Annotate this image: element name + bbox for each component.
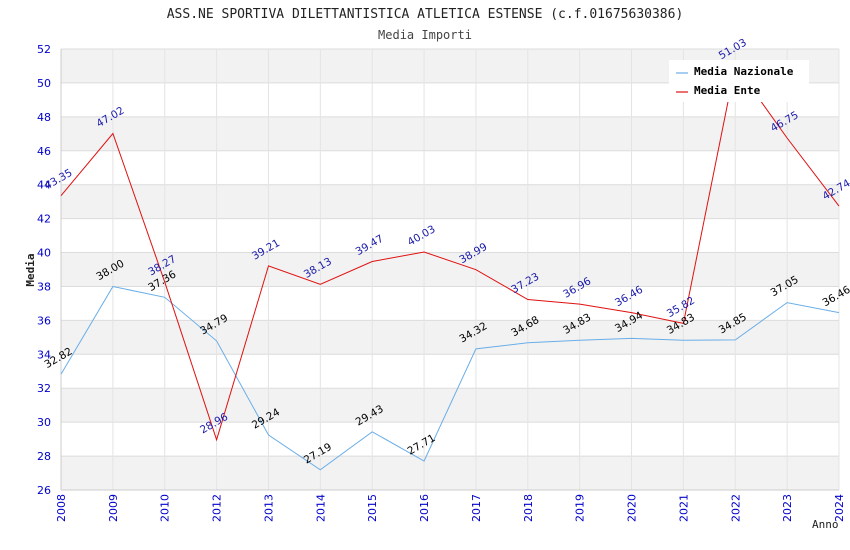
x-tick-label: 2017 (470, 494, 483, 522)
x-tick-label: 2010 (159, 494, 172, 522)
x-tick-label: 2021 (677, 494, 690, 522)
data-label-ente: 40.03 (406, 223, 438, 248)
x-tick-label: 2014 (314, 494, 327, 522)
plot-band (61, 456, 839, 490)
legend-box (669, 60, 809, 102)
plot-band (61, 252, 839, 287)
x-tick-label: 2018 (522, 494, 535, 522)
y-tick-label: 44 (37, 179, 51, 192)
axes (60, 49, 839, 491)
y-tick-label: 38 (37, 280, 51, 293)
y-tick-label: 48 (37, 111, 51, 124)
data-label-nazionale: 27.71 (406, 432, 438, 457)
x-tick-label: 2013 (262, 494, 275, 522)
plot-band (61, 116, 839, 151)
y-axis-label: Media (24, 253, 37, 286)
y-tick-label: 26 (37, 484, 51, 497)
chart-title: ASS.NE SPORTIVA DILETTANTISTICA ATLETICA… (167, 7, 684, 22)
y-tick-label: 50 (37, 77, 51, 90)
legend: Media Nazionale Media Ente (669, 60, 809, 102)
x-tick-label: 2024 (833, 494, 846, 522)
y-tick-label: 32 (37, 382, 51, 395)
data-label-ente: 36.46 (613, 284, 645, 310)
legend-label-ente: Media Ente (694, 84, 761, 97)
y-tick-labels: 26 28 30 32 34 36 38 40 42 44 46 48 50 52 (37, 43, 51, 497)
y-tick-label: 28 (37, 450, 51, 463)
x-tick-label: 2023 (781, 494, 794, 522)
grid-lines (60, 48, 840, 491)
x-axis-label: Anno (812, 518, 839, 531)
data-label-nazionale: 36.46 (821, 284, 850, 310)
plot-bands (61, 49, 839, 490)
y-tick-label: 46 (37, 145, 51, 158)
chart-subtitle: Media Importi (378, 28, 472, 42)
x-tick-label: 2020 (626, 494, 639, 522)
series-line-ente (60, 64, 840, 442)
y-tick-label: 42 (37, 213, 51, 226)
x-tick-label: 2009 (107, 494, 120, 522)
series-line-nazionale (60, 285, 840, 471)
x-tick-label: 2019 (574, 494, 587, 522)
legend-label-nazionale: Media Nazionale (694, 65, 794, 78)
plot-band (61, 184, 839, 219)
x-tick-label: 2012 (211, 494, 224, 522)
y-tick-label: 34 (37, 348, 51, 361)
x-tick-label: 2022 (729, 494, 742, 522)
x-tick-label: 2016 (418, 494, 431, 522)
series-lines (60, 64, 840, 471)
y-tick-label: 40 (37, 247, 51, 260)
y-tick-label: 30 (37, 416, 51, 429)
x-tick-label: 2008 (55, 494, 68, 522)
y-tick-label: 52 (37, 43, 51, 56)
plot-band (61, 320, 839, 355)
x-tick-labels: 2008 2009 2010 2012 2013 2014 2015 2016 2017 2018… (55, 494, 846, 522)
y-tick-label: 36 (37, 314, 51, 327)
x-tick-label: 2015 (366, 494, 379, 522)
